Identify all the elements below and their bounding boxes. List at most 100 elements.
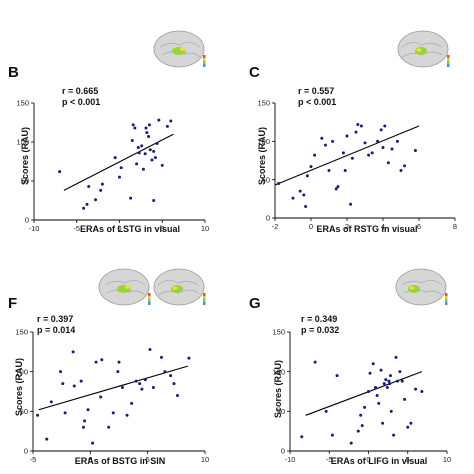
data-point bbox=[379, 128, 383, 132]
regression-line bbox=[63, 133, 174, 191]
x-tick-label: -10 bbox=[29, 224, 40, 233]
x-tick-label: -2 bbox=[272, 222, 279, 231]
data-point bbox=[375, 393, 379, 397]
data-point bbox=[130, 401, 134, 405]
data-point bbox=[420, 390, 424, 393]
data-point bbox=[345, 134, 349, 138]
x-tick-label: 8 bbox=[453, 222, 457, 231]
data-point bbox=[413, 149, 417, 153]
r-value: r = 0.349 bbox=[301, 314, 338, 324]
data-point bbox=[155, 142, 159, 146]
data-point bbox=[143, 152, 147, 156]
data-point bbox=[291, 196, 295, 200]
data-point bbox=[395, 139, 399, 143]
data-point bbox=[368, 371, 372, 375]
data-point bbox=[385, 386, 389, 390]
data-point bbox=[409, 421, 413, 425]
data-point bbox=[141, 167, 145, 171]
data-point bbox=[388, 382, 392, 386]
data-point bbox=[137, 151, 141, 155]
data-point bbox=[140, 387, 144, 391]
data-point bbox=[136, 145, 140, 149]
y-tick-label: 50 bbox=[262, 175, 270, 184]
data-point bbox=[398, 370, 402, 374]
data-point bbox=[384, 378, 388, 382]
data-point bbox=[356, 429, 360, 433]
data-point bbox=[169, 119, 173, 123]
data-point bbox=[187, 356, 191, 360]
x-tick-label: 5 bbox=[160, 224, 164, 233]
p-value: p = 0.032 bbox=[301, 325, 340, 335]
data-point bbox=[331, 139, 335, 143]
data-point bbox=[157, 118, 161, 122]
data-point bbox=[350, 156, 354, 160]
data-point bbox=[49, 400, 53, 404]
data-point bbox=[71, 350, 75, 354]
data-point bbox=[116, 370, 120, 374]
chart-panel-b: B r = 0.665 p < 0.001 Scores (RAU) ERAs … bbox=[0, 0, 237, 237]
data-point bbox=[163, 370, 167, 374]
data-point bbox=[379, 368, 383, 372]
p-value: p = 0.014 bbox=[37, 325, 76, 335]
data-point bbox=[324, 409, 328, 413]
y-tick-label: 0 bbox=[25, 216, 29, 225]
x-tick-label: 10 bbox=[443, 455, 451, 464]
y-tick-label: 150 bbox=[272, 328, 285, 337]
data-point bbox=[118, 175, 121, 179]
data-point bbox=[131, 123, 135, 127]
data-point bbox=[138, 382, 142, 386]
data-point bbox=[86, 408, 90, 412]
data-point bbox=[144, 126, 148, 130]
data-point bbox=[323, 143, 327, 147]
y-tick-label: 0 bbox=[281, 447, 285, 456]
y-tick-label: 50 bbox=[21, 177, 29, 186]
panel-letter: G bbox=[249, 295, 261, 312]
y-tick-label: 50 bbox=[277, 407, 285, 416]
data-point bbox=[61, 382, 65, 386]
y-tick-label: 100 bbox=[272, 367, 285, 376]
data-point bbox=[100, 182, 104, 186]
data-point bbox=[148, 347, 152, 351]
x-axis-label: ERAs of BSTG in SIN bbox=[74, 456, 166, 466]
regression-line bbox=[305, 371, 423, 416]
regression-line bbox=[38, 365, 188, 411]
brain-left-icon bbox=[392, 265, 452, 311]
data-point bbox=[298, 189, 302, 193]
data-point bbox=[343, 168, 347, 172]
data-point bbox=[359, 124, 363, 128]
brain-left-icon bbox=[150, 27, 210, 73]
data-point bbox=[396, 379, 400, 383]
x-tick-label: 5 bbox=[146, 455, 150, 464]
data-point bbox=[336, 185, 340, 189]
data-point bbox=[82, 206, 86, 210]
data-point bbox=[341, 151, 345, 155]
data-point bbox=[356, 122, 360, 126]
y-tick-label: 150 bbox=[15, 328, 28, 337]
data-point bbox=[160, 163, 164, 167]
data-point bbox=[133, 126, 137, 130]
y-tick-label: 0 bbox=[24, 447, 28, 456]
data-point bbox=[107, 425, 111, 429]
data-point bbox=[143, 378, 147, 382]
x-tick-label: 10 bbox=[201, 455, 209, 464]
data-point bbox=[152, 199, 156, 202]
x-tick-label: 10 bbox=[201, 224, 209, 233]
x-tick-label: 0 bbox=[88, 455, 92, 464]
data-point bbox=[383, 124, 387, 128]
data-point bbox=[58, 170, 62, 174]
data-point bbox=[99, 188, 103, 192]
data-point bbox=[125, 413, 129, 417]
r-value: r = 0.397 bbox=[37, 314, 74, 324]
data-point bbox=[150, 158, 154, 162]
x-tick-label: -5 bbox=[326, 455, 333, 464]
data-point bbox=[389, 409, 393, 413]
data-point bbox=[113, 156, 117, 160]
data-point bbox=[349, 441, 353, 445]
data-point bbox=[414, 387, 418, 391]
data-point bbox=[376, 139, 380, 143]
data-point bbox=[72, 384, 76, 388]
data-point bbox=[360, 424, 364, 428]
y-tick-label: 100 bbox=[16, 138, 29, 147]
